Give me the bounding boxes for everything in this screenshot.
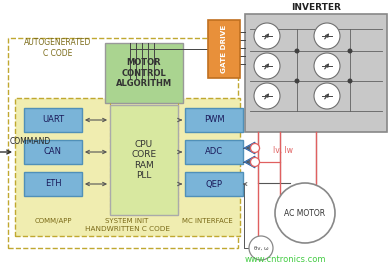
Text: www.cntronics.com: www.cntronics.com bbox=[244, 255, 326, 265]
Circle shape bbox=[254, 53, 280, 79]
Text: SYSTEM INIT: SYSTEM INIT bbox=[105, 218, 149, 224]
Text: ETH: ETH bbox=[45, 180, 61, 188]
Circle shape bbox=[314, 53, 340, 79]
Text: AC MOTOR: AC MOTOR bbox=[285, 208, 326, 218]
Circle shape bbox=[294, 49, 299, 53]
Bar bbox=[8, 38, 238, 248]
Bar bbox=[185, 140, 243, 164]
Circle shape bbox=[347, 49, 352, 53]
Polygon shape bbox=[244, 142, 255, 154]
Bar bbox=[24, 172, 82, 196]
Text: ADC: ADC bbox=[205, 147, 223, 157]
Bar bbox=[185, 172, 243, 196]
Text: MC INTERFACE: MC INTERFACE bbox=[181, 218, 232, 224]
Circle shape bbox=[249, 236, 273, 260]
Circle shape bbox=[254, 23, 280, 49]
Text: COMMAND: COMMAND bbox=[10, 137, 51, 147]
Bar bbox=[208, 20, 240, 78]
Circle shape bbox=[250, 143, 260, 153]
Text: QEP: QEP bbox=[205, 180, 223, 188]
Circle shape bbox=[314, 23, 340, 49]
Circle shape bbox=[250, 157, 260, 167]
Text: GATE DRIVE: GATE DRIVE bbox=[221, 25, 227, 73]
Bar bbox=[185, 108, 243, 132]
Text: PWM: PWM bbox=[204, 116, 224, 124]
Text: HANDWRITTEN C CODE: HANDWRITTEN C CODE bbox=[85, 226, 170, 232]
Text: MOTOR
CONTROL
ALGORITHM: MOTOR CONTROL ALGORITHM bbox=[116, 58, 172, 88]
Text: θv, ω: θv, ω bbox=[254, 245, 268, 251]
Circle shape bbox=[314, 83, 340, 109]
Bar bbox=[110, 105, 178, 215]
Bar bbox=[15, 98, 240, 236]
Bar bbox=[24, 108, 82, 132]
Circle shape bbox=[347, 79, 352, 83]
Bar bbox=[24, 140, 82, 164]
Circle shape bbox=[275, 183, 335, 243]
Bar bbox=[245, 14, 387, 132]
Circle shape bbox=[294, 79, 299, 83]
Text: Iv, Iw: Iv, Iw bbox=[273, 146, 293, 154]
Text: CAN: CAN bbox=[44, 147, 62, 157]
Text: UART: UART bbox=[42, 116, 64, 124]
Text: AUTOGENERATED
C CODE: AUTOGENERATED C CODE bbox=[24, 38, 92, 58]
Circle shape bbox=[254, 83, 280, 109]
Text: CPU
CORE
RAM
PLL: CPU CORE RAM PLL bbox=[131, 140, 156, 180]
Bar bbox=[105, 43, 183, 103]
Text: INVERTER: INVERTER bbox=[291, 2, 341, 12]
Text: COMM/APP: COMM/APP bbox=[34, 218, 72, 224]
Polygon shape bbox=[244, 156, 255, 168]
